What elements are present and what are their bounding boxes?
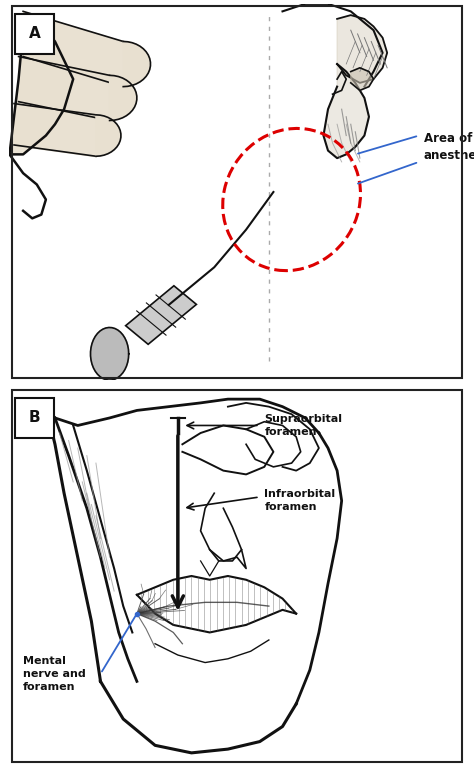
Text: B: B	[29, 410, 40, 425]
Polygon shape	[337, 15, 387, 83]
Polygon shape	[323, 64, 369, 158]
Polygon shape	[96, 115, 121, 156]
Polygon shape	[9, 22, 73, 154]
Polygon shape	[91, 327, 129, 380]
FancyBboxPatch shape	[15, 14, 54, 54]
Polygon shape	[109, 75, 137, 121]
Polygon shape	[351, 68, 374, 91]
Text: Supraorbital
foramen: Supraorbital foramen	[264, 414, 342, 437]
Polygon shape	[126, 286, 196, 344]
Text: Area of
anesthesia: Area of anesthesia	[424, 132, 474, 162]
Polygon shape	[123, 41, 150, 87]
Text: Mental
nerve and
foramen: Mental nerve and foramen	[23, 656, 86, 692]
FancyBboxPatch shape	[15, 398, 54, 438]
Text: Infraorbital
foramen: Infraorbital foramen	[264, 489, 336, 512]
Text: A: A	[28, 26, 40, 41]
